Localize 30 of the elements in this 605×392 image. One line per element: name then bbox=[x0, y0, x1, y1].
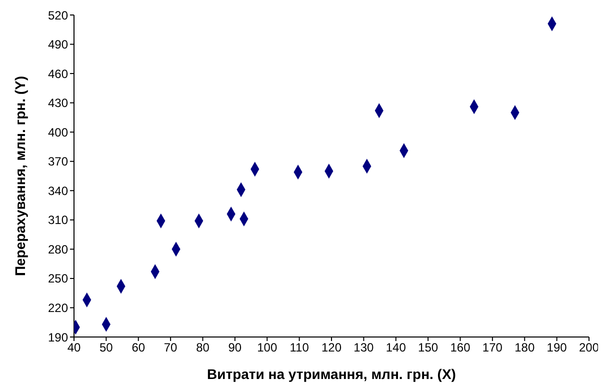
y-tick-label: 370 bbox=[48, 154, 68, 169]
y-tick-label: 250 bbox=[48, 272, 68, 286]
x-tick-label: 130 bbox=[354, 340, 374, 355]
x-tick-label: 190 bbox=[546, 340, 568, 355]
x-tick-label: 60 bbox=[132, 340, 146, 355]
y-tick-label: 460 bbox=[48, 66, 68, 81]
y-tick-label: 520 bbox=[48, 8, 68, 22]
x-tick-label: 70 bbox=[164, 340, 178, 355]
y-tick-label: 490 bbox=[48, 38, 68, 52]
y-tick-label: 340 bbox=[48, 184, 68, 198]
x-tick-label: 150 bbox=[418, 340, 438, 355]
y-tick-label: 190 bbox=[48, 330, 68, 344]
x-tick-label: 140 bbox=[386, 340, 406, 355]
x-tick-label: 40 bbox=[67, 340, 81, 355]
y-tick-label: 220 bbox=[48, 300, 68, 315]
y-tick-label: 400 bbox=[48, 125, 68, 140]
y-tick-label: 280 bbox=[48, 242, 68, 256]
x-tick-label: 160 bbox=[450, 340, 471, 355]
y-tick-label: 310 bbox=[48, 213, 68, 228]
x-tick-label: 90 bbox=[228, 340, 242, 355]
y-tick-label: 430 bbox=[48, 96, 68, 110]
x-tick-label: 180 bbox=[514, 340, 535, 355]
x-axis-title: Витрати на утримання, млн. грн. (X) bbox=[207, 366, 456, 382]
x-tick-label: 80 bbox=[196, 340, 210, 355]
x-tick-label: 120 bbox=[321, 340, 342, 355]
x-tick-label: 50 bbox=[100, 340, 114, 355]
x-tick-label: 170 bbox=[482, 340, 503, 355]
x-tick-label: 100 bbox=[257, 340, 278, 355]
y-axis-title: Перерахування, млн. грн. (Y) bbox=[12, 76, 28, 276]
x-tick-label: 110 bbox=[290, 340, 310, 355]
